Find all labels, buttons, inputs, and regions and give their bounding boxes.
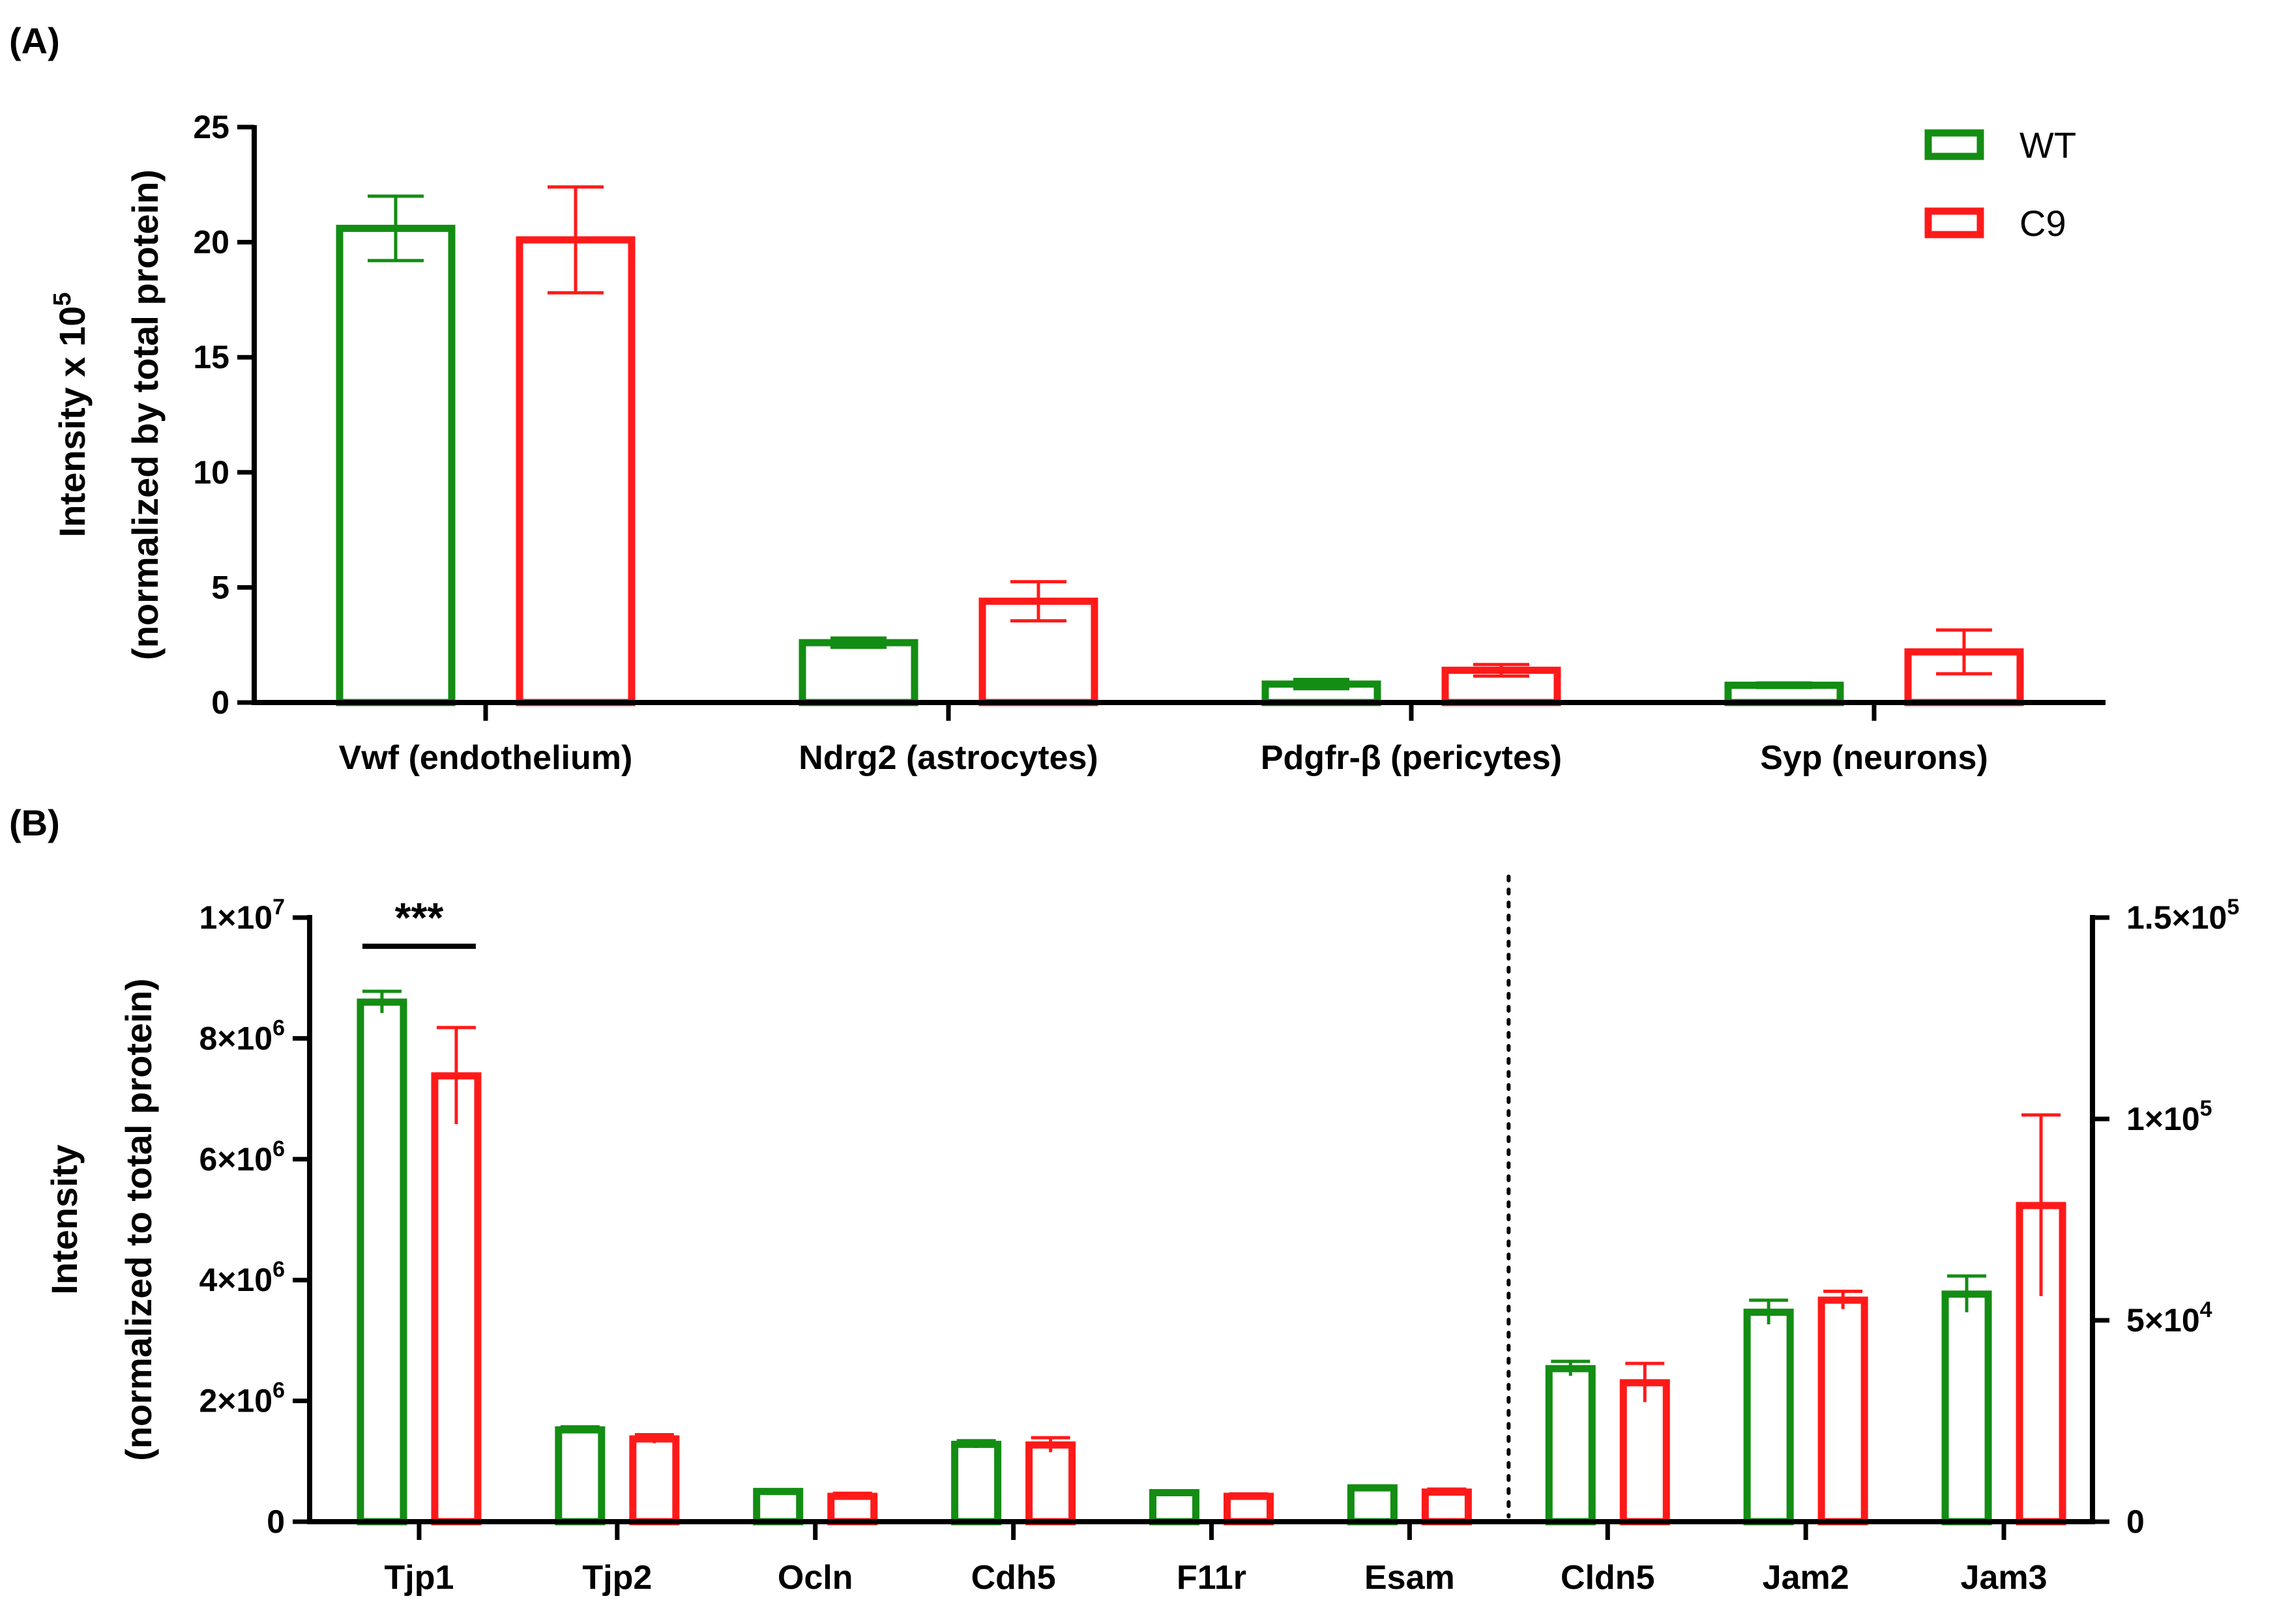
y-left-tick-label: 6×106: [199, 1137, 285, 1178]
category-label-jam3: Jam3: [1961, 1559, 2048, 1597]
legend-label-c9: C9: [2019, 203, 2066, 244]
bar-c9-f11r: [1224, 1492, 1274, 1526]
category-label-tjp1: Tjp1: [384, 1559, 454, 1597]
y-right-tick-label: 0: [2126, 1503, 2145, 1540]
category-label-pdgfr-pericytes: Pdgfr-β (pericytes): [1261, 739, 1562, 777]
category-label-ndrg2-astrocytes: Ndrg2 (astrocytes): [799, 739, 1098, 777]
bar-c9-vwf-endothelium: [516, 236, 636, 706]
y-left-tick-label: 1×107: [199, 895, 285, 936]
y-tick-label: 10: [193, 454, 229, 491]
y-tick-label: 20: [193, 224, 229, 261]
bar-wt-esam: [1347, 1484, 1398, 1526]
category-label-tjp2: Tjp2: [582, 1559, 652, 1597]
bar-wt-f11r: [1149, 1489, 1199, 1526]
category-label-f11r: F11r: [1177, 1559, 1246, 1597]
y-tick-label: 5: [211, 569, 229, 605]
y-tick-label: 15: [193, 339, 229, 375]
bar-wt-jam3: [1941, 1290, 1992, 1526]
y-right-tick-label: 1×105: [2126, 1096, 2212, 1137]
bar-wt-jam2: [1743, 1309, 1794, 1526]
bar-wt-ocln: [753, 1488, 804, 1526]
bar-c9-cdh5: [1025, 1441, 1076, 1526]
y-tick-label: 0: [211, 684, 229, 721]
legend-swatch-c9: [1924, 207, 1984, 239]
y-axis-title: Intensity x 105: [49, 293, 93, 538]
panel-b-label: (B): [9, 802, 60, 843]
y-left-tick-label: 2×106: [199, 1378, 285, 1419]
y-tick-label: 25: [193, 109, 229, 145]
category-label-cldn5: Cldn5: [1561, 1559, 1654, 1597]
bar-wt-cldn5: [1545, 1365, 1596, 1526]
bar-wt-ndrg2-astrocytes: [799, 639, 918, 706]
category-label-jam2: Jam2: [1763, 1559, 1849, 1597]
y-axis-title: Intensity: [44, 1144, 85, 1294]
bar-c9-esam: [1421, 1488, 1472, 1526]
bar-c9-ocln: [827, 1492, 878, 1526]
panel-a-label: (A): [9, 20, 60, 61]
y-left-tick-label: 0: [267, 1503, 285, 1540]
y-right-tick-label: 1.5×105: [2126, 895, 2239, 936]
category-label-syp-neurons: Syp (neurons): [1760, 739, 1988, 777]
bar-wt-vwf-endothelium: [336, 224, 456, 706]
chart-a: 0 5 10 15 20 25 Vwf (endothelium) Ndrg2 (astroc…: [49, 109, 2106, 777]
significance-label: ***: [395, 894, 444, 941]
category-label-vwf-endothelium: Vwf (endothelium): [339, 739, 633, 777]
bar-c9-cldn5: [1619, 1379, 1670, 1526]
bar-wt-cdh5: [951, 1440, 1002, 1526]
category-label-esam: Esam: [1364, 1559, 1455, 1597]
category-label-cdh5: Cdh5: [971, 1559, 1056, 1597]
legend-label-wt: WT: [2019, 124, 2076, 166]
bar-wt-tjp1: [357, 998, 407, 1526]
bar-wt-tjp2: [555, 1426, 606, 1526]
chart-b: 0 2×106 4×106 6×106 8×106 1×107 0 5×104 1×105 1.5…: [44, 875, 2239, 1597]
y-axis-subtitle: (normalized to total protein): [118, 978, 159, 1460]
y-right-tick-label: 5×104: [2126, 1298, 2212, 1339]
bar-c9-tjp2: [629, 1435, 680, 1526]
legend-swatch-wt: [1924, 129, 1984, 160]
y-axis-subtitle: (normalized by total protein): [125, 169, 166, 660]
bar-c9-tjp1: [431, 1072, 482, 1526]
y-left-tick-label: 4×106: [199, 1257, 285, 1298]
legend: WT C9: [1924, 124, 2076, 244]
bar-c9-jam2: [1817, 1296, 1868, 1526]
y-left-tick-label: 8×106: [199, 1015, 285, 1056]
category-label-ocln: Ocln: [778, 1559, 853, 1597]
